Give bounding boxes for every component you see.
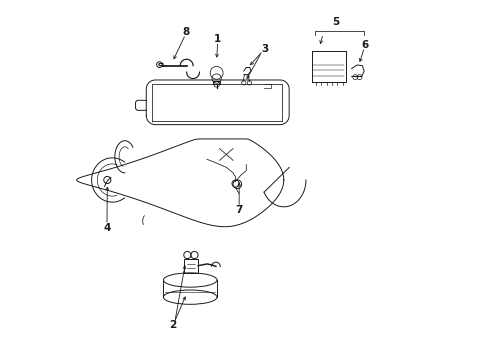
Text: 3: 3 <box>261 44 268 54</box>
Text: 8: 8 <box>182 27 189 37</box>
Text: 7: 7 <box>235 205 243 215</box>
Text: 6: 6 <box>361 40 368 50</box>
Text: 2: 2 <box>168 320 176 330</box>
Text: 4: 4 <box>103 223 110 233</box>
Text: 5: 5 <box>331 17 339 27</box>
Text: 1: 1 <box>214 34 221 44</box>
